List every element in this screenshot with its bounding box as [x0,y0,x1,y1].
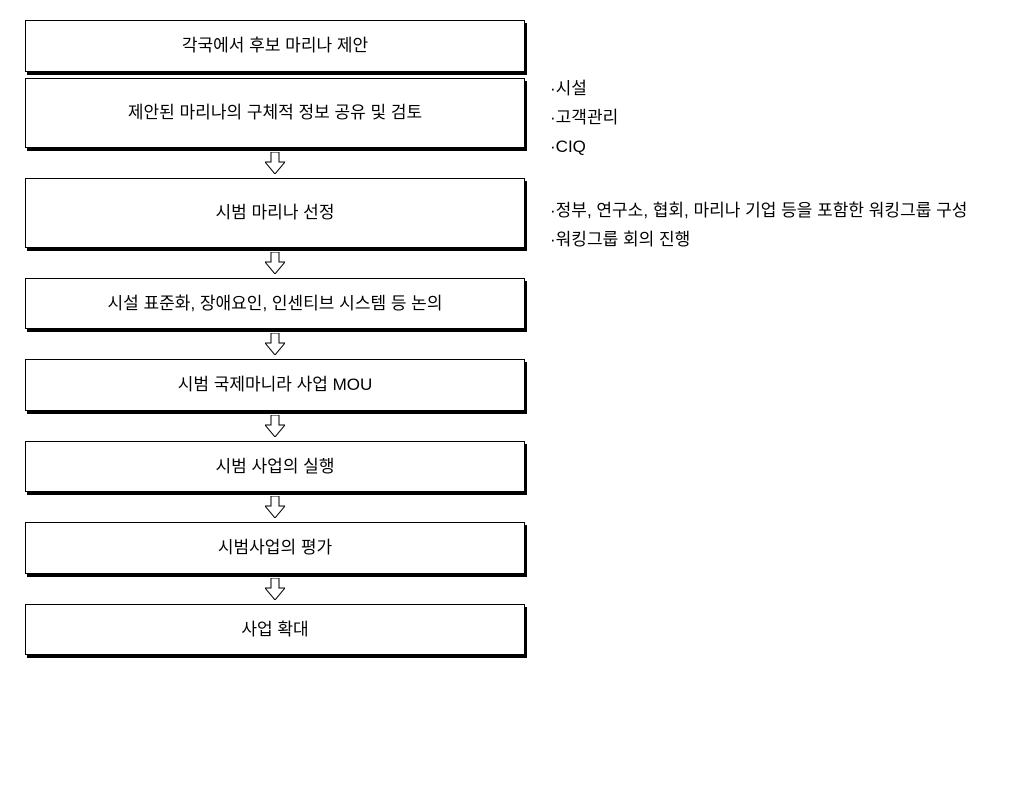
annotation-item: ·워킹그룹 회의 진행 [550,226,1008,255]
arrow-icon [265,333,285,355]
diagram-container: 각국에서 후보 마리나 제안 제안된 마리나의 구체적 정보 공유 및 검토 시… [20,20,1008,655]
annotation-group-1: ·시설 ·고객관리 ·CIQ [550,75,1008,162]
flow-step-8-label: 사업 확대 [241,617,308,643]
flow-step-6: 시범 사업의 실행 [25,441,525,493]
flow-step-7: 시범사업의 평가 [25,522,525,574]
flow-step-3-label: 시범 마리나 선정 [216,200,335,226]
flow-step-4-label: 시설 표준화, 장애요인, 인센티브 시스템 등 논의 [108,291,443,317]
annotation-text: 고객관리 [556,108,619,127]
annotation-text: 워킹그룹 회의 진행 [556,230,691,249]
annotation-item: ·정부, 연구소, 협회, 마리나 기업 등을 포함한 워킹그룹 구성 [550,197,1008,226]
arrow-icon [265,152,285,174]
flow-step-7-label: 시범사업의 평가 [218,535,332,561]
flow-step-1-label: 각국에서 후보 마리나 제안 [182,33,368,59]
arrow-icon [265,415,285,437]
flow-step-2: 제안된 마리나의 구체적 정보 공유 및 검토 [25,78,525,148]
annotation-item: ·CIQ [550,133,1008,162]
arrow-icon [265,252,285,274]
arrow-icon [265,496,285,518]
flow-step-1: 각국에서 후보 마리나 제안 [25,20,525,72]
annotations-column: ·시설 ·고객관리 ·CIQ ·정부, 연구소, 협회, 마리나 기업 등을 포… [550,20,1008,289]
flow-step-3: 시범 마리나 선정 [25,178,525,248]
annotation-group-2: ·정부, 연구소, 협회, 마리나 기업 등을 포함한 워킹그룹 구성 ·워킹그… [550,197,1008,255]
arrow-icon [265,578,285,600]
annotation-item: ·고객관리 [550,104,1008,133]
flowchart-column: 각국에서 후보 마리나 제안 제안된 마리나의 구체적 정보 공유 및 검토 시… [20,20,530,655]
annotation-text: 시설 [556,79,587,98]
flow-step-2-label: 제안된 마리나의 구체적 정보 공유 및 검토 [128,100,422,126]
annotation-text: CIQ [556,137,586,156]
flow-step-4: 시설 표준화, 장애요인, 인센티브 시스템 등 논의 [25,278,525,330]
flow-step-5-label: 시범 국제마니라 사업 MOU [178,372,373,398]
flow-step-8: 사업 확대 [25,604,525,656]
flow-step-5: 시범 국제마니라 사업 MOU [25,359,525,411]
annotation-text: 정부, 연구소, 협회, 마리나 기업 등을 포함한 워킹그룹 구성 [556,201,968,220]
flow-step-6-label: 시범 사업의 실행 [216,454,335,480]
annotation-item: ·시설 [550,75,1008,104]
